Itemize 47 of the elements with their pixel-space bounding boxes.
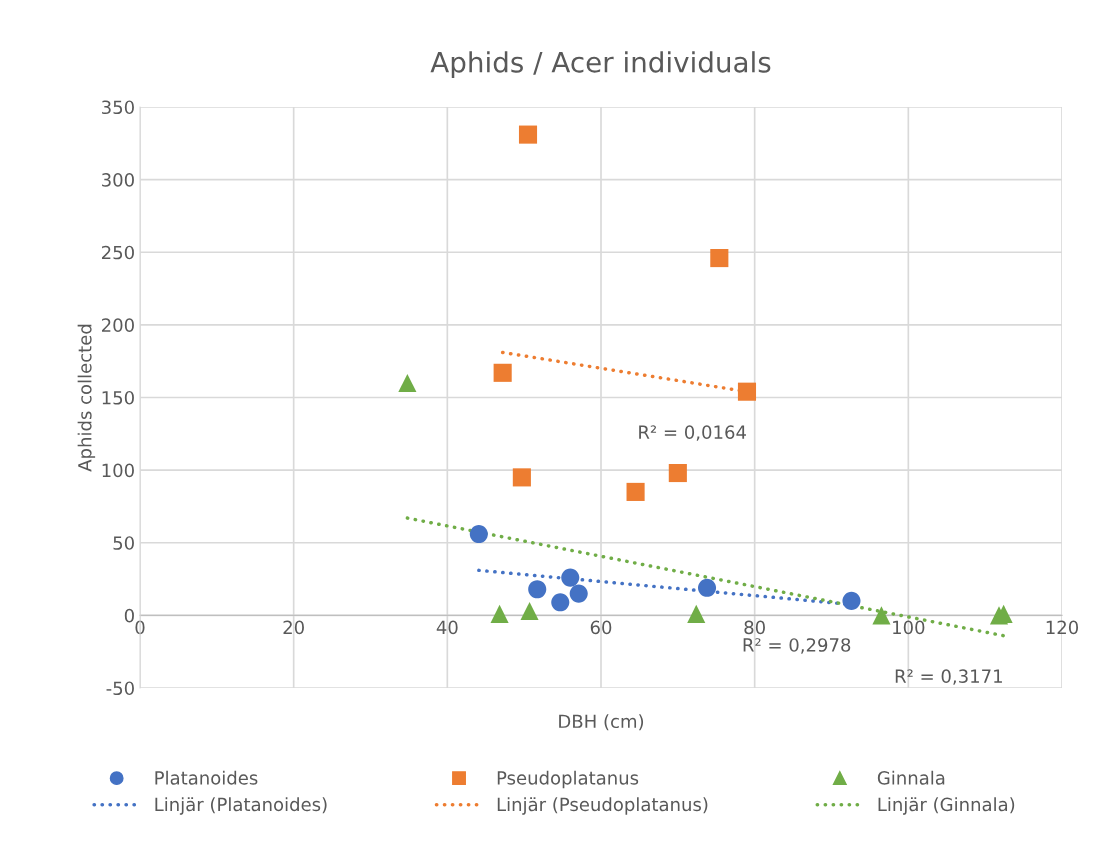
annotation: R² = 0,0164 <box>639 425 746 441</box>
x-tick-label: 100 <box>893 620 925 635</box>
point <box>518 125 538 144</box>
y-tick-label: 300 <box>102 173 134 187</box>
y-tick-label: 350 <box>102 100 134 115</box>
point <box>520 601 539 621</box>
y-tick-label: 100 <box>102 463 134 478</box>
legend-label: Linjär (Ginnala) <box>878 797 1015 815</box>
y-tick-label: 0 <box>124 608 134 623</box>
point <box>569 584 588 603</box>
legend-label: Platanoides <box>155 770 258 785</box>
point <box>561 568 580 587</box>
x-tick-label: 0 <box>135 620 145 635</box>
point <box>551 593 570 612</box>
point <box>512 468 531 487</box>
legend-label: Linjär (Pseudoplatanus) <box>497 797 708 815</box>
x-tick-label: 80 <box>744 620 765 635</box>
annotation: R² = 0,3171 <box>895 669 1002 685</box>
legend-label: Pseudoplatanus <box>497 770 639 789</box>
point <box>842 591 861 610</box>
point <box>687 604 706 623</box>
legend-label: Linjär (Platanoides) <box>155 797 327 815</box>
chart-title: Aphids / Acer individuals <box>430 51 771 79</box>
x-tick-label: 60 <box>590 620 612 635</box>
point <box>737 382 757 401</box>
x-tick-label: 20 <box>283 620 304 635</box>
y-tick-label: 50 <box>113 536 134 550</box>
point <box>528 580 547 599</box>
point <box>697 578 717 597</box>
point <box>668 463 687 483</box>
point <box>469 524 488 544</box>
annotation: R² = 0,2978 <box>743 638 851 654</box>
x-tick-label: 120 <box>1046 620 1079 635</box>
y-tick-label: 200 <box>102 318 134 332</box>
x-axis-title: DBH (cm) <box>559 714 644 731</box>
y-axis-title: Aphids collected <box>77 324 96 472</box>
point <box>493 363 512 382</box>
legend-label: Ginnala <box>877 770 945 785</box>
point <box>626 482 645 501</box>
point <box>710 249 729 268</box>
y-tick-label: -50 <box>106 681 134 696</box>
point <box>398 373 417 393</box>
point <box>490 604 509 623</box>
x-tick-label: 40 <box>436 620 458 635</box>
point <box>872 606 891 625</box>
y-tick-label: 150 <box>102 390 134 405</box>
y-tick-label: 250 <box>102 245 134 260</box>
